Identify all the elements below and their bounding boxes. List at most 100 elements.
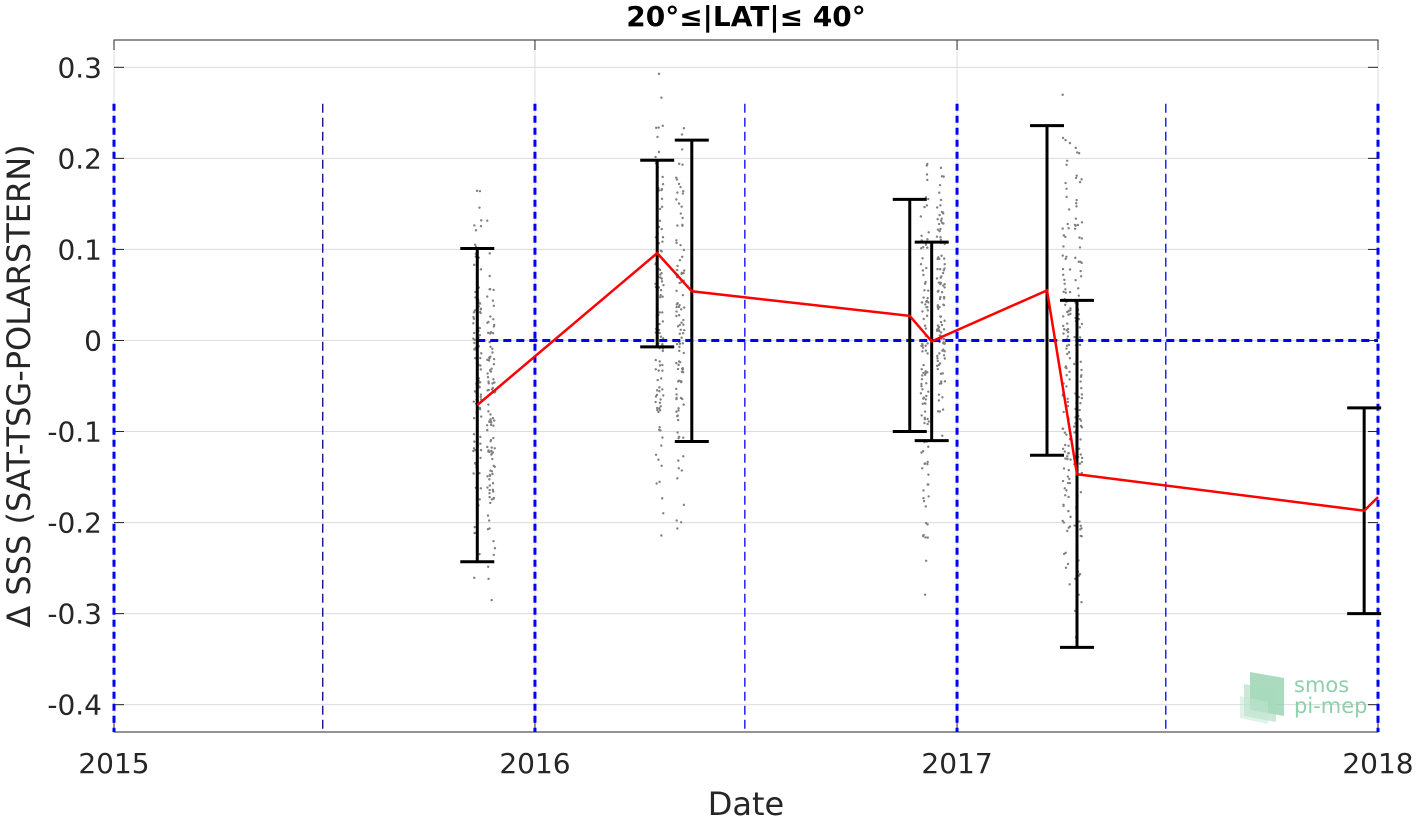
scatter-point — [680, 272, 683, 276]
scatter-point — [488, 252, 491, 255]
scatter-point — [924, 344, 927, 347]
scatter-point — [1079, 424, 1083, 428]
scatter-point — [654, 126, 658, 130]
scatter-point — [677, 363, 680, 367]
scatter-point — [475, 189, 479, 193]
scatter-point — [660, 464, 663, 468]
scatter-point — [927, 473, 930, 476]
scatter-point — [1062, 332, 1065, 335]
scatter-point — [679, 328, 682, 331]
scatter-point — [655, 482, 658, 485]
scatter-point — [658, 322, 661, 326]
scatter-point — [936, 367, 939, 371]
scatter-point — [486, 219, 489, 222]
scatter-point — [478, 552, 481, 556]
scatter-point — [491, 457, 494, 461]
scatter-point — [486, 321, 489, 324]
scatter-point — [678, 342, 682, 345]
scatter-point — [473, 448, 477, 452]
scatter-point — [940, 275, 943, 278]
scatter-point — [920, 344, 923, 348]
scatter-point — [658, 401, 662, 405]
scatter-point — [492, 288, 495, 292]
scatter-point — [1075, 198, 1078, 202]
scatter-point — [1064, 443, 1067, 447]
scatter-point — [940, 380, 943, 383]
scatter-point — [677, 202, 681, 205]
scatter-point — [1074, 278, 1077, 282]
scatter-point — [1075, 174, 1078, 177]
scatter-point — [1073, 223, 1077, 227]
scatter-point — [660, 444, 663, 447]
scatter-point — [924, 280, 927, 284]
scatter-point — [661, 311, 664, 314]
scatter-point — [680, 133, 684, 136]
scatter-point — [1062, 504, 1065, 508]
scatter-point — [478, 333, 482, 337]
scatter-point — [490, 598, 493, 602]
scatter-point — [937, 307, 940, 311]
scatter-point — [680, 370, 684, 373]
scatter-point — [1069, 312, 1072, 316]
scatter-point — [661, 436, 664, 439]
scatter-point — [1080, 600, 1083, 604]
scatter-point — [682, 269, 686, 272]
scatter-point — [1075, 202, 1078, 205]
scatter-point — [661, 388, 664, 391]
scatter-point — [479, 393, 483, 396]
scatter-point — [1062, 290, 1065, 294]
scatter-point — [679, 185, 682, 189]
scatter-point — [683, 328, 686, 332]
scatter-point — [1065, 163, 1068, 166]
scatter-point — [1064, 138, 1067, 142]
scatter-point — [489, 413, 492, 416]
scatter-point — [927, 289, 930, 292]
scatter-point — [1080, 322, 1084, 326]
scatter-point — [1064, 366, 1067, 369]
scatter-point — [490, 498, 494, 501]
scatter-point — [920, 368, 923, 371]
scatter-point — [678, 345, 681, 349]
scatter-point — [662, 512, 665, 515]
scatter-point — [942, 295, 946, 299]
scatter-point — [682, 436, 685, 439]
scatter-point — [923, 410, 927, 413]
scatter-point — [493, 381, 496, 384]
scatter-point — [1067, 351, 1071, 354]
scatter-point — [939, 281, 943, 285]
scatter-point — [920, 382, 923, 386]
scatter-point — [1073, 524, 1076, 527]
scatter-point — [1062, 410, 1065, 414]
scatter-point — [1079, 375, 1083, 378]
scatter-point — [925, 300, 928, 303]
scatter-point — [1077, 294, 1080, 297]
scatter-point — [1062, 467, 1066, 470]
scatter-point — [1078, 417, 1082, 421]
scatter-point — [924, 243, 928, 246]
scatter-point — [490, 388, 494, 391]
scatter-point — [657, 369, 660, 372]
scatter-point — [489, 420, 493, 423]
scatter-point — [921, 342, 924, 346]
scatter-point — [939, 235, 942, 239]
scatter-point — [1077, 287, 1080, 290]
scatter-point — [1073, 227, 1077, 230]
scatter-point — [478, 498, 481, 501]
scatter-point — [654, 358, 657, 362]
scatter-point — [1064, 494, 1067, 497]
scatter-point — [655, 393, 659, 397]
scatter-point — [1069, 309, 1072, 312]
scatter-point — [1080, 178, 1083, 181]
scatter-point — [938, 213, 941, 217]
scatter-point — [661, 236, 665, 239]
scatter-point — [1066, 159, 1069, 162]
plot-frame — [113, 39, 1379, 733]
scatter-point — [675, 241, 678, 245]
scatter-point — [1063, 282, 1066, 285]
scatter-point — [492, 378, 495, 381]
scatter-point — [479, 487, 482, 490]
scatter-point — [935, 235, 939, 238]
scatter-point — [472, 447, 476, 450]
vertical-date-lines — [112, 103, 1380, 732]
scatter-point — [486, 376, 490, 379]
